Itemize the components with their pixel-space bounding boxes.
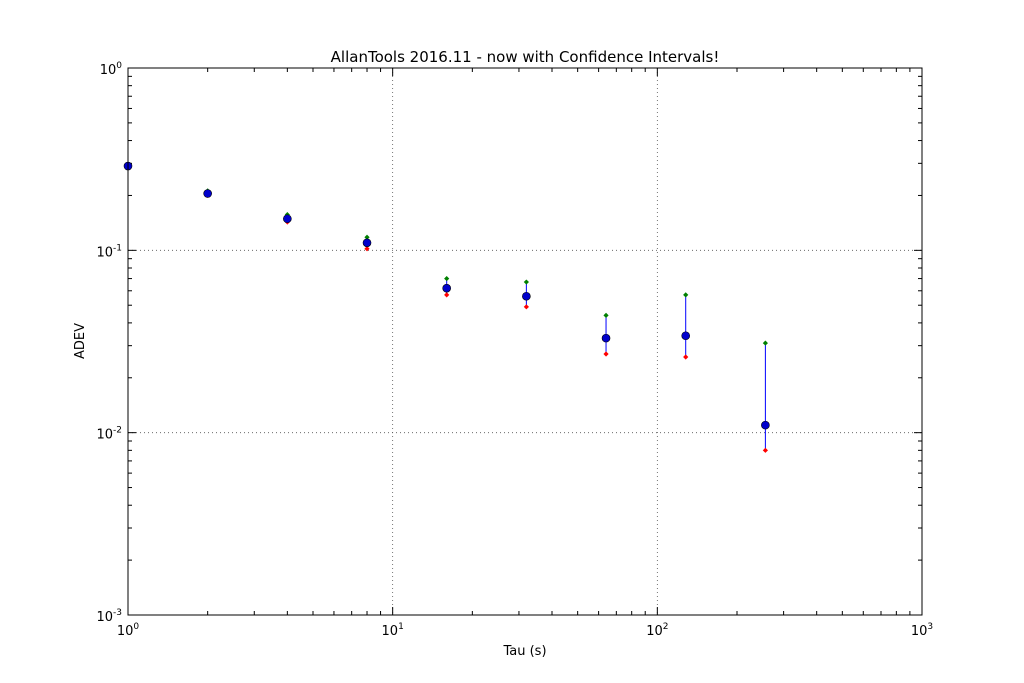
adev-point (681, 331, 691, 341)
lower-bound-marker (762, 447, 768, 453)
adev-point (761, 420, 770, 430)
x-tick-label: 102 (646, 622, 668, 639)
lower-bound-marker (364, 246, 370, 252)
plot-area-background (128, 68, 922, 615)
adev-point (203, 189, 212, 198)
x-tick-label: 103 (911, 622, 933, 639)
y-tick-labels: 10-3 10-2 10-1 100 (96, 61, 122, 625)
lower-bound-marker (603, 351, 609, 357)
y-axis-label: ADEV (73, 323, 88, 359)
adev-point (601, 333, 611, 343)
y-tick-label: 100 (100, 61, 123, 78)
adev-point (522, 291, 531, 301)
adev-point (362, 238, 372, 248)
grid-lines (128, 68, 922, 615)
lower-bound-marker (444, 292, 450, 298)
upper-bound-marker (603, 312, 609, 318)
y-tick-label: 10-2 (96, 426, 122, 443)
x-tick-labels: 100 101 102 103 (117, 622, 933, 639)
upper-bound-marker (683, 292, 689, 298)
y-tick-label: 10-3 (96, 608, 122, 625)
lower-bound-marker (523, 304, 529, 310)
lower-bound-marker (683, 354, 689, 360)
y-tick-label: 10-1 (96, 243, 122, 260)
x-tick-label: 100 (117, 622, 140, 639)
adev-points (123, 161, 770, 430)
chart-title: AllanTools 2016.11 - now with Confidence… (331, 48, 720, 66)
plot-frame (127, 67, 923, 616)
minor-ticks (128, 68, 922, 615)
adev-point (283, 214, 292, 224)
upper-bound-marker (762, 340, 768, 346)
upper-bound-marker (444, 275, 450, 282)
adev-point (442, 283, 451, 293)
upper-bound-marker (364, 234, 370, 240)
x-axis-label: Tau (s) (502, 644, 546, 659)
upper-bound-marker (523, 279, 529, 285)
x-tick-label: 101 (382, 622, 404, 639)
